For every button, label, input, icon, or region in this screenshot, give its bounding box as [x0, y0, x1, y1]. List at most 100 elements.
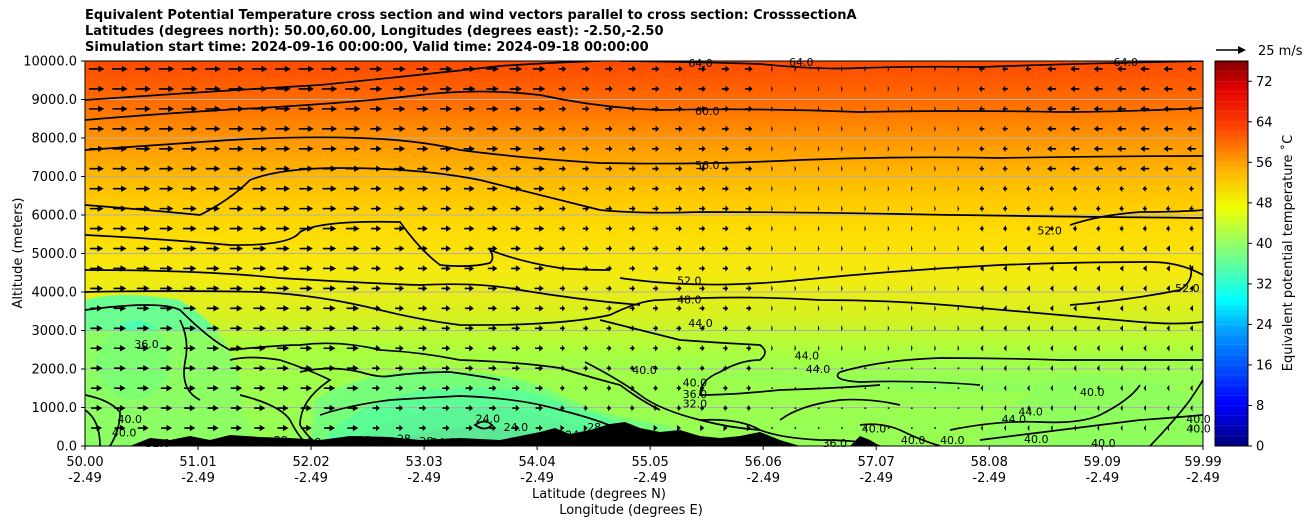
wind-vector — [583, 305, 589, 312]
wind-vector — [300, 424, 312, 432]
wind-vector — [745, 125, 753, 133]
x-tick-label-lat: 55.05 — [632, 455, 669, 470]
wind-vector — [1142, 185, 1148, 192]
wind-vector — [298, 105, 314, 113]
wind-vector — [136, 225, 151, 232]
wind-vector — [979, 105, 985, 113]
wind-vector — [559, 325, 566, 332]
wind-vector — [534, 245, 545, 252]
wind-vector — [487, 285, 498, 292]
wind-vector — [321, 65, 338, 73]
wind-vector — [463, 105, 476, 113]
wind-vector — [276, 205, 290, 212]
colorbar: 0 8 16 24 32 40 48 56 64 72 Equivalent potential … — [1214, 60, 1296, 455]
wind-vector — [323, 404, 336, 412]
wind-vector — [1116, 65, 1126, 73]
wind-vector — [1026, 325, 1030, 332]
y-tick-label: 4000.0 — [32, 286, 78, 301]
wind-vector — [253, 245, 267, 252]
wind-vector — [88, 85, 105, 93]
wind-vector — [1142, 205, 1147, 212]
wind-vector — [440, 225, 452, 232]
wind-vector — [182, 125, 198, 133]
wind-vector — [794, 325, 797, 332]
wind-vector — [346, 225, 360, 232]
y-tick-label: 9000.0 — [32, 93, 78, 108]
wind-vector — [160, 345, 173, 352]
wind-vector — [698, 85, 707, 93]
wind-vector — [89, 225, 104, 232]
wind-vector — [113, 225, 127, 232]
wind-vector — [323, 305, 336, 312]
contour-label: 52.0 — [1175, 282, 1200, 295]
wind-vector — [722, 205, 729, 212]
x-tick-label-lat: 56.06 — [745, 455, 782, 470]
wind-vector — [136, 305, 150, 312]
wind-vector — [440, 205, 452, 212]
wind-vector — [207, 404, 219, 412]
wind-vector — [1166, 325, 1170, 332]
wind-vector — [794, 65, 797, 73]
wind-vector — [934, 65, 936, 73]
contour-label: 24.0 — [431, 436, 456, 449]
wind-vector — [1166, 225, 1171, 232]
wind-vector — [1189, 285, 1194, 292]
wind-vector — [722, 165, 729, 172]
wind-vector — [207, 365, 219, 372]
wind-vector — [323, 345, 336, 352]
wind-vector — [182, 85, 198, 93]
wind-vector — [393, 105, 406, 113]
wind-vector — [1096, 245, 1101, 252]
wind-vector — [253, 265, 267, 272]
wind-vector — [722, 285, 729, 292]
wind-vector — [511, 345, 521, 352]
wind-vector — [841, 345, 843, 352]
wind-vector — [957, 367, 960, 370]
wind-vector — [723, 404, 728, 412]
wind-vector — [794, 265, 797, 272]
wind-vector — [159, 205, 174, 212]
wind-vector — [583, 365, 589, 372]
wind-vector — [300, 345, 313, 352]
wind-vector — [394, 245, 405, 252]
wind-vector — [934, 345, 936, 352]
wind-vector — [347, 424, 359, 432]
wind-vector — [1097, 424, 1100, 432]
wind-vector — [1166, 305, 1170, 312]
wind-vector — [512, 424, 520, 432]
wind-vector — [440, 165, 452, 172]
wind-vector — [1026, 245, 1031, 252]
wind-vector — [675, 245, 682, 252]
wind-vector — [1140, 105, 1150, 113]
wind-vector — [652, 185, 659, 192]
contour-label: 64.0 — [789, 56, 814, 69]
x-axis-label-latitude: Latitude (degrees N) — [532, 487, 666, 502]
wind-vector — [841, 205, 843, 212]
wind-vector — [486, 85, 499, 93]
x-tick-label-lon: -2.49 — [746, 471, 780, 486]
wind-vector — [1050, 365, 1053, 372]
wind-vector — [629, 345, 635, 352]
wind-vector — [1026, 285, 1031, 292]
wind-vector — [911, 185, 913, 192]
wind-vector — [629, 245, 636, 252]
wind-vector — [583, 325, 589, 332]
wind-vector — [817, 205, 820, 212]
wind-vector — [630, 424, 635, 432]
wind-vector — [322, 245, 337, 252]
wind-vector — [276, 285, 290, 292]
wind-vector — [323, 285, 336, 292]
wind-vector — [629, 205, 636, 212]
wind-vector — [1142, 225, 1147, 232]
wind-vector — [746, 345, 752, 352]
wind-vector — [606, 404, 612, 412]
wind-vector — [393, 125, 406, 133]
wind-vector — [137, 325, 150, 332]
wind-vector — [1072, 205, 1078, 212]
wind-vector — [1002, 185, 1008, 192]
wind-vector — [417, 245, 428, 252]
contour-label: 36.0 — [134, 338, 159, 351]
wind-vector — [114, 384, 126, 392]
x-tick-label-lat: 59.99 — [1184, 455, 1221, 470]
wind-vector — [182, 205, 197, 212]
